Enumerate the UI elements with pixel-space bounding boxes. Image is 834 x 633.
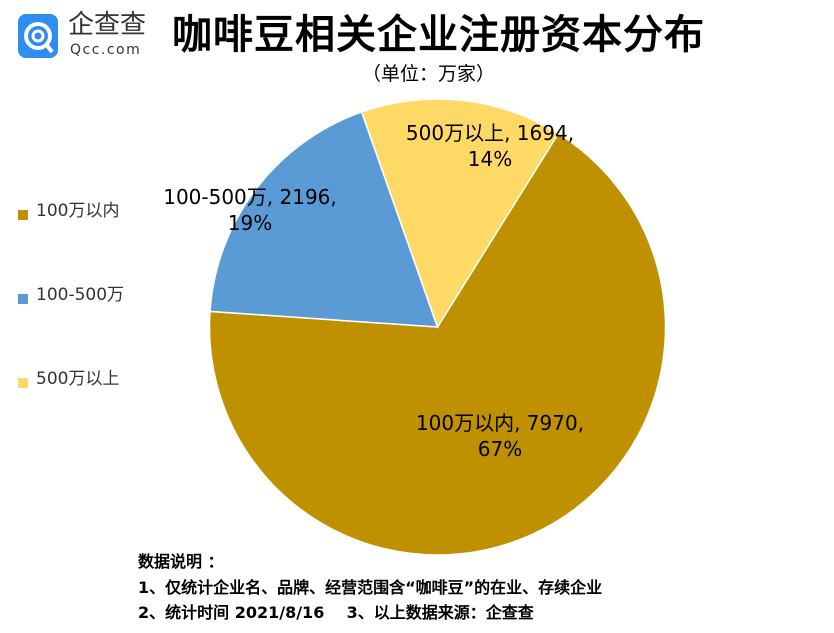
legend-label: 100-500万	[36, 285, 125, 305]
data-label-line: 14%	[467, 147, 513, 171]
data-label: 100万以内, 7970, 67%	[390, 410, 610, 462]
data-label-line: 500万以上, 1694,	[405, 121, 575, 145]
legend-swatch	[18, 294, 28, 304]
legend-label: 100万以内	[36, 201, 120, 221]
data-label: 100-500万, 2196, 19%	[140, 184, 360, 236]
legend-swatch	[18, 378, 28, 388]
pie-slice	[208, 132, 667, 556]
chart-title: 咖啡豆相关企业注册资本分布	[172, 12, 705, 58]
notes-line: 2、统计时间 2021/8/16 3、以上数据来源：企查查	[138, 603, 534, 622]
logo-name: 企查查	[68, 10, 147, 40]
logo-domain: Qcc.com	[70, 42, 142, 58]
logo-icon	[18, 14, 58, 58]
data-label-line: 67%	[477, 437, 523, 461]
legend-label: 500万以上	[36, 369, 120, 389]
legend-swatch	[18, 210, 28, 220]
chart-subtitle: （单位：万家）	[362, 63, 496, 85]
data-label-line: 19%	[227, 211, 273, 235]
data-label: 500万以上, 1694, 14%	[380, 120, 600, 172]
notes-line: 1、仅统计企业名、品牌、经营范围含“咖啡豆”的在业、存续企业	[138, 578, 603, 597]
notes-heading: 数据说明 ：	[138, 552, 224, 571]
data-label-line: 100-500万, 2196,	[163, 185, 337, 209]
pie-slice	[360, 98, 560, 329]
data-label-line: 100万以内, 7970,	[415, 411, 585, 435]
